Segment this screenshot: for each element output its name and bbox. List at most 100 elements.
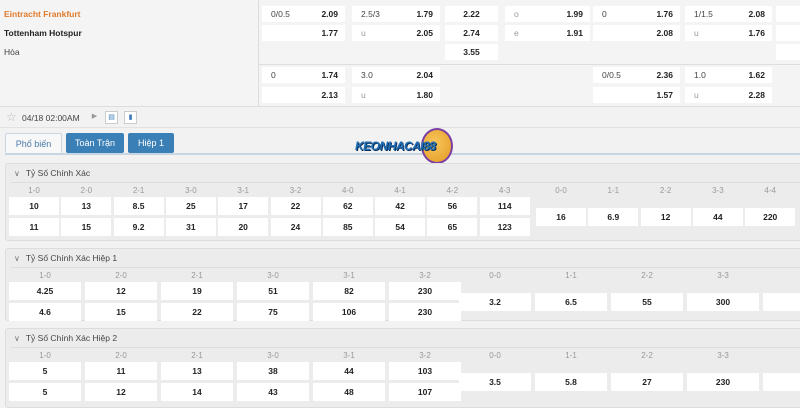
tab-hiep-1[interactable]: Hiệp 1 [128, 133, 174, 153]
odds-cell[interactable]: 0/0.5 2.09 [262, 6, 345, 22]
odds-button[interactable]: 75 [237, 303, 309, 321]
odds-button[interactable]: 31 [165, 218, 216, 236]
play-icon[interactable]: ▶ [91, 113, 98, 120]
odds-cell[interactable]: 2.08 [593, 25, 680, 41]
odds-button[interactable]: 48 [313, 383, 385, 401]
odds-button[interactable]: 12 [85, 383, 157, 401]
odds-button[interactable]: 12 [85, 282, 157, 300]
odds-button[interactable]: 42 [375, 197, 426, 215]
odds-button[interactable]: 22 [270, 197, 321, 215]
odds-cell[interactable]: 3.0 2.04 [352, 67, 440, 83]
odds-cell[interactable]: o 1.99 [505, 6, 590, 22]
odds-cell[interactable]: e 1.91 [505, 25, 590, 41]
odds-button[interactable]: 44 [313, 362, 385, 380]
odds-button[interactable]: 13 [161, 362, 233, 380]
odds-cell[interactable]: 2.5/3 1.79 [352, 6, 440, 22]
odds-button[interactable]: 43 [237, 383, 309, 401]
chevron-down-icon[interactable]: ∨ [14, 169, 20, 178]
odds-cell[interactable]: u 2.28 [685, 87, 772, 103]
odds-button[interactable]: 15 [61, 218, 112, 236]
odds-button[interactable]: 14 [161, 383, 233, 401]
odds-cell[interactable]: 0 1.74 [262, 67, 345, 83]
odds-cell[interactable]: 1.77 [262, 25, 345, 41]
odds-button[interactable]: 24 [270, 218, 321, 236]
odds-cell[interactable]: 0/0.5 2.36 [593, 67, 680, 83]
odds-button[interactable]: 65 [427, 218, 478, 236]
odds-cell[interactable]: 2.13 [262, 87, 345, 103]
odds-button[interactable]: 6.9 [588, 208, 639, 226]
odds-button[interactable]: 25 [165, 197, 216, 215]
odds-button[interactable]: 19 [161, 282, 233, 300]
odds-button[interactable]: 11 [85, 362, 157, 380]
odds-value: 3.55 [463, 47, 480, 57]
odds-button[interactable]: 3.2 [459, 293, 531, 311]
odds-cell[interactable]: 1/1.5 2.08 [685, 6, 772, 22]
odds-button[interactable]: 62 [322, 197, 373, 215]
odds-button[interactable]: 230 [389, 303, 461, 321]
odds-cell[interactable]: 2.74 [445, 25, 498, 41]
section-correct-score: ∨ Tỷ Số Chính Xác Hiệp 1 1-0 4.25 4.6 2-0 12 15… [5, 248, 800, 321]
odds-button[interactable] [763, 293, 800, 311]
odds-button[interactable]: 230 [687, 373, 759, 391]
tab-toan-tran[interactable]: Toàn Trận [66, 133, 124, 153]
odds-cell[interactable]: 1.0 1.62 [685, 67, 772, 83]
odds-button[interactable]: 56 [427, 197, 478, 215]
odds-button[interactable]: 54 [375, 218, 426, 236]
odds-button[interactable]: 123 [479, 218, 530, 236]
odds-button[interactable]: 13 [61, 197, 112, 215]
star-icon[interactable]: ☆ [6, 110, 17, 124]
section-header[interactable]: ∨ Tỷ Số Chính Xác Hiệp 1 [14, 253, 117, 263]
odds-button[interactable]: 12 [640, 208, 691, 226]
chevron-down-icon[interactable]: ∨ [14, 334, 20, 343]
odds-button[interactable]: 5.8 [535, 373, 607, 391]
odds-button[interactable]: 6.5 [535, 293, 607, 311]
odds-button[interactable]: 114 [479, 197, 530, 215]
section-header[interactable]: ∨ Tỷ Số Chính Xác [14, 168, 90, 178]
odds-cell[interactable]: 0 1.76 [593, 6, 680, 22]
odds-cell[interactable] [776, 25, 800, 41]
odds-button[interactable]: 44 [692, 208, 743, 226]
odds-cell[interactable]: u 2.05 [352, 25, 440, 41]
odds-button[interactable]: 82 [313, 282, 385, 300]
odds-line: 0/0.5 [602, 70, 621, 80]
odds-cell[interactable]: u 1.76 [685, 25, 772, 41]
odds-button[interactable]: 4.6 [9, 303, 81, 321]
odds-button[interactable]: 17 [218, 197, 269, 215]
chevron-down-icon[interactable]: ∨ [14, 254, 20, 263]
odds-button[interactable]: 3.5 [459, 373, 531, 391]
odds-button[interactable]: 20 [218, 218, 269, 236]
odds-button[interactable]: 5 [9, 383, 81, 401]
odds-button[interactable]: 5 [9, 362, 81, 380]
stats-icon[interactable]: ▮ [124, 111, 137, 124]
odds-button[interactable]: 4.25 [9, 282, 81, 300]
odds-cell[interactable]: 2.22 [445, 6, 498, 22]
odds-button[interactable]: 38 [237, 362, 309, 380]
match-info-bar: ☆ 04/18 02:00AM ▶ ▤ ▮ [0, 108, 800, 128]
odds-button[interactable]: 103 [389, 362, 461, 380]
odds-cell[interactable] [776, 6, 800, 22]
odds-button[interactable]: 230 [389, 282, 461, 300]
odds-cell[interactable]: 1.57 [593, 87, 680, 103]
section-header[interactable]: ∨ Tỷ Số Chính Xác Hiệp 2 [14, 333, 117, 343]
odds-cell[interactable] [776, 44, 800, 60]
odds-button[interactable]: 51 [237, 282, 309, 300]
odds-button[interactable]: 27 [611, 373, 683, 391]
odds-button[interactable]: 55 [611, 293, 683, 311]
odds-button[interactable]: 11 [9, 218, 59, 236]
odds-cell[interactable]: 3.55 [445, 44, 498, 60]
odds-button[interactable]: 107 [389, 383, 461, 401]
odds-button[interactable]: 10 [9, 197, 59, 215]
odds-button[interactable]: 15 [85, 303, 157, 321]
odds-button[interactable]: 8.5 [113, 197, 164, 215]
odds-button[interactable]: 22 [161, 303, 233, 321]
scoreboard-icon[interactable]: ▤ [105, 111, 118, 124]
odds-button[interactable]: 300 [687, 293, 759, 311]
odds-cell[interactable]: u 1.80 [352, 87, 440, 103]
odds-button[interactable]: 9.2 [113, 218, 164, 236]
odds-button[interactable]: 85 [322, 218, 373, 236]
odds-button[interactable] [763, 373, 800, 391]
odds-button[interactable]: 106 [313, 303, 385, 321]
odds-button[interactable]: 220 [745, 208, 796, 226]
tab-pho-bien[interactable]: Phổ biến [5, 133, 62, 153]
odds-button[interactable]: 16 [536, 208, 586, 226]
